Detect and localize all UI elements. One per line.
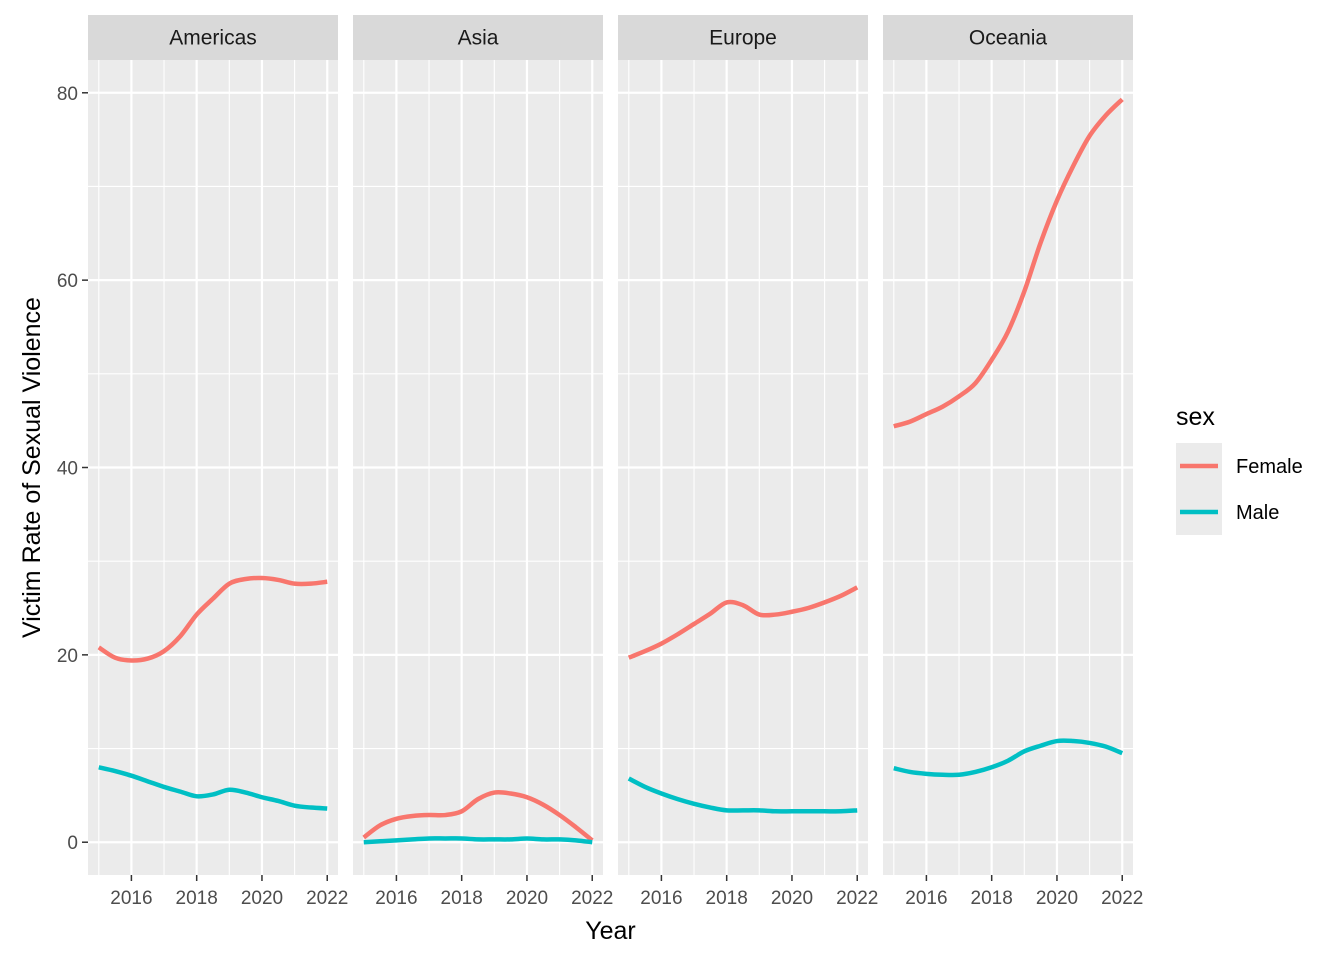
facet-asia: Asia 2016 2018 2020 2022 xyxy=(353,15,613,909)
series-line-americas-male xyxy=(98,765,328,811)
x-tick-label: 2022 xyxy=(306,888,348,909)
series-line-americas-female xyxy=(97,575,328,663)
series-line-europe-male xyxy=(627,776,858,814)
x-tick-label: 2020 xyxy=(1036,888,1078,909)
facet-panels: Americas 2016 2018 2020 2022 Asia 2016 2018 2020… xyxy=(88,15,1143,909)
x-tick-label: 2020 xyxy=(241,888,283,909)
strip-americas xyxy=(88,15,338,60)
x-tick-label: 2020 xyxy=(506,888,548,909)
series-line-oceania-female xyxy=(893,97,1124,429)
x-tick-label: 2016 xyxy=(905,888,947,909)
legend-label-male: Male xyxy=(1236,502,1279,524)
strip-oceania xyxy=(883,15,1133,60)
legend-title: sex xyxy=(1176,403,1215,431)
x-tick-label: 2022 xyxy=(571,888,613,909)
x-tick-label: 2018 xyxy=(176,888,218,909)
x-tick-label: 2022 xyxy=(1101,888,1143,909)
y-axis-title: Victim Rate of Sexual Violence xyxy=(18,297,46,638)
legend-label-female: Female xyxy=(1236,456,1303,478)
strip-label-oceania: Oceania xyxy=(969,27,1048,50)
y-tick-label: 40 xyxy=(57,459,78,480)
legend: sex Female Male xyxy=(1176,403,1303,535)
strip-label-europe: Europe xyxy=(709,27,777,50)
x-tick-label: 2016 xyxy=(110,888,152,909)
x-tick-label: 2018 xyxy=(706,888,748,909)
y-tick-label: 60 xyxy=(57,271,78,292)
facet-europe: Europe 2016 2018 2020 2022 xyxy=(618,15,878,909)
series-line-oceania-male xyxy=(893,738,1124,778)
series-line-asia-male xyxy=(363,836,593,845)
y-axis: 0 20 40 60 80 xyxy=(57,84,88,854)
x-tick-label: 2018 xyxy=(441,888,483,909)
series-line-europe-female xyxy=(627,585,859,660)
strip-asia xyxy=(353,15,603,60)
series-line-asia-female xyxy=(362,789,594,843)
y-tick-label: 80 xyxy=(57,84,78,105)
facet-americas: Americas 2016 2018 2020 2022 xyxy=(88,15,348,909)
facet-oceania: Oceania 2016 2018 2020 2022 xyxy=(883,15,1143,909)
strip-label-americas: Americas xyxy=(169,27,257,50)
x-tick-label: 2020 xyxy=(771,888,813,909)
y-tick-label: 20 xyxy=(57,646,78,667)
x-axis-title: Year xyxy=(585,917,636,945)
x-tick-label: 2016 xyxy=(640,888,682,909)
x-tick-label: 2022 xyxy=(836,888,878,909)
x-tick-label: 2016 xyxy=(375,888,417,909)
x-tick-label: 2018 xyxy=(971,888,1013,909)
strip-europe xyxy=(618,15,868,60)
strip-label-asia: Asia xyxy=(458,27,499,50)
y-tick-label: 0 xyxy=(67,833,78,854)
